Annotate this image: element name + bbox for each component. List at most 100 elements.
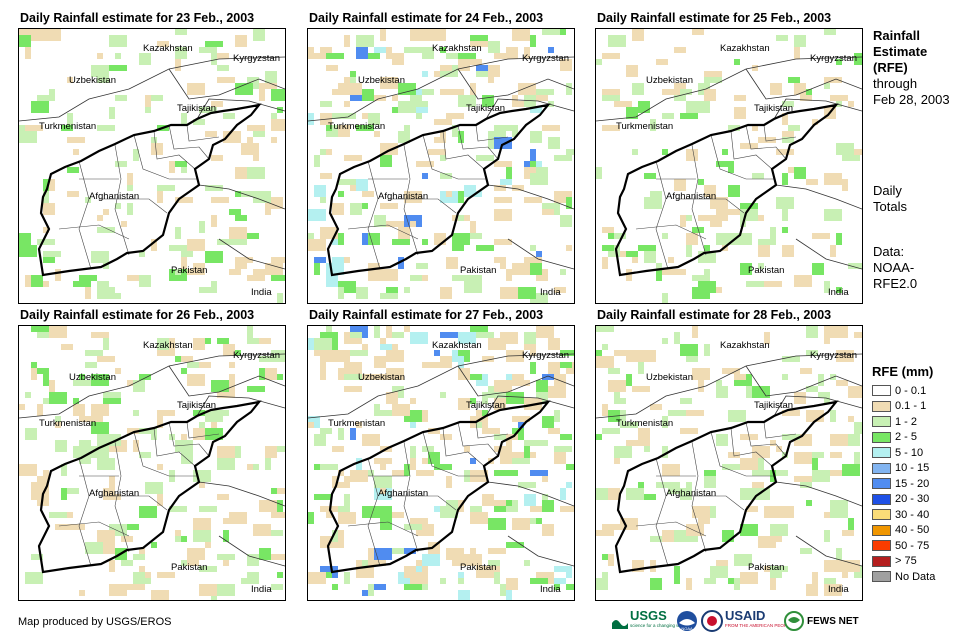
rainfall-cell	[175, 227, 181, 239]
rainfall-cell	[211, 215, 217, 227]
rainfall-cell	[235, 215, 247, 221]
rainfall-cell	[554, 452, 566, 464]
rainfall-cell	[67, 137, 85, 143]
rainfall-cell	[368, 584, 374, 596]
rainfall-cell	[794, 167, 806, 179]
rainfall-cell	[602, 125, 620, 131]
rainfall-cell	[746, 506, 758, 512]
rainfall-cell	[566, 83, 572, 95]
rainfall-cell	[644, 446, 650, 452]
rainfall-cell	[806, 584, 818, 596]
rainfall-cell	[476, 245, 494, 251]
province-border	[367, 160, 381, 270]
rainfall-cell	[314, 155, 320, 167]
rainfall-cell	[548, 506, 554, 512]
rainfall-cell	[734, 95, 746, 101]
rainfall-cell	[338, 179, 350, 185]
rainfall-cell	[428, 29, 446, 41]
rainfall-cell	[37, 95, 49, 101]
rainfall-cell	[271, 584, 283, 590]
rainfall-cell	[175, 530, 181, 536]
rainfall-cell	[596, 59, 602, 65]
rainfall-cell	[488, 338, 506, 350]
rainfall-cell	[380, 203, 398, 209]
legend-label: 40 - 50	[895, 524, 930, 537]
legend-label: No Data	[895, 570, 936, 583]
rainfall-cell	[794, 47, 800, 59]
legend-swatch	[872, 493, 891, 505]
rainfall-cell	[650, 560, 656, 572]
rainfall-cell	[632, 29, 644, 41]
rainfall-cell	[746, 281, 764, 287]
rainfall-cell	[608, 251, 620, 257]
usgs-text: USGS	[630, 608, 667, 623]
map-canvas	[19, 326, 285, 600]
legend-swatch	[872, 385, 891, 397]
rainfall-cell	[608, 35, 626, 47]
rainfall-cell	[446, 191, 452, 197]
rainfall-cell	[638, 101, 650, 113]
rainfall-cell	[49, 89, 55, 101]
rainfall-cell	[223, 560, 229, 566]
rainfall-cell	[332, 530, 338, 542]
rainfall-cell	[380, 410, 398, 416]
province-border	[367, 457, 381, 567]
country-border	[196, 395, 285, 417]
legend-label: 0 - 0.1	[895, 384, 927, 397]
country-label-afghanistan: Afghanistan	[89, 488, 140, 499]
rainfall-cell	[620, 410, 626, 422]
rainfall-cell	[782, 137, 794, 143]
rainfall-cell	[181, 251, 193, 257]
rainfall-cell	[602, 95, 620, 101]
rainfall-cell	[271, 119, 285, 131]
legend-swatch	[872, 524, 891, 536]
rainfall-cell	[704, 245, 710, 251]
rainfall-cell	[680, 488, 692, 500]
rainfall-cell	[410, 275, 422, 281]
legend-item: 20 - 30	[872, 492, 935, 508]
rainfall-cell	[536, 167, 548, 173]
rainfall-cell	[716, 161, 734, 167]
rainfall-cell	[362, 191, 374, 197]
rainfall-cell	[139, 566, 145, 572]
rainfall-cell	[205, 434, 223, 440]
rainfall-cell	[416, 107, 428, 113]
rainfall-cell	[662, 233, 668, 239]
rainfall-cell	[344, 155, 362, 161]
rainfall-cell	[271, 512, 285, 518]
rainfall-cell	[187, 374, 205, 386]
rainfall-cell	[404, 326, 410, 332]
country-border	[19, 56, 285, 122]
rainfall-cell	[728, 209, 740, 215]
rainfall-cell	[374, 326, 380, 338]
rainfall-cell	[49, 392, 67, 404]
rainfall-cell	[770, 566, 782, 578]
rainfall-cell	[548, 101, 554, 107]
rainfall-cell	[704, 77, 722, 83]
rainfall-cell	[464, 374, 482, 380]
rainfall-cell	[374, 356, 386, 368]
country-label-india: India	[828, 584, 849, 595]
rainfall-cell	[380, 344, 392, 350]
rainfall-cell	[512, 380, 530, 386]
data-source-note: Data: NOAA- RFE2.0	[873, 244, 917, 292]
rainfall-cell	[596, 350, 602, 356]
rainfall-cell	[314, 263, 320, 275]
rainfall-cell	[434, 350, 440, 356]
rainfall-cell	[734, 59, 740, 65]
rainfall-cell	[530, 245, 536, 251]
rainfall-cell	[374, 404, 380, 416]
country-border	[775, 481, 862, 507]
rainfall-cell	[73, 149, 79, 155]
rainfall-cell	[506, 542, 524, 548]
rainfall-cell	[259, 500, 277, 512]
rainfall-cell	[374, 131, 380, 137]
rainfall-cell	[416, 95, 422, 107]
rainfall-cell	[554, 287, 566, 293]
rainfall-cell	[596, 578, 608, 584]
rainfall-cell	[386, 326, 392, 338]
rainfall-cell	[229, 269, 241, 275]
rainfall-cell	[217, 458, 235, 470]
rainfall-cell	[824, 470, 830, 482]
rainfall-cell	[812, 233, 830, 239]
